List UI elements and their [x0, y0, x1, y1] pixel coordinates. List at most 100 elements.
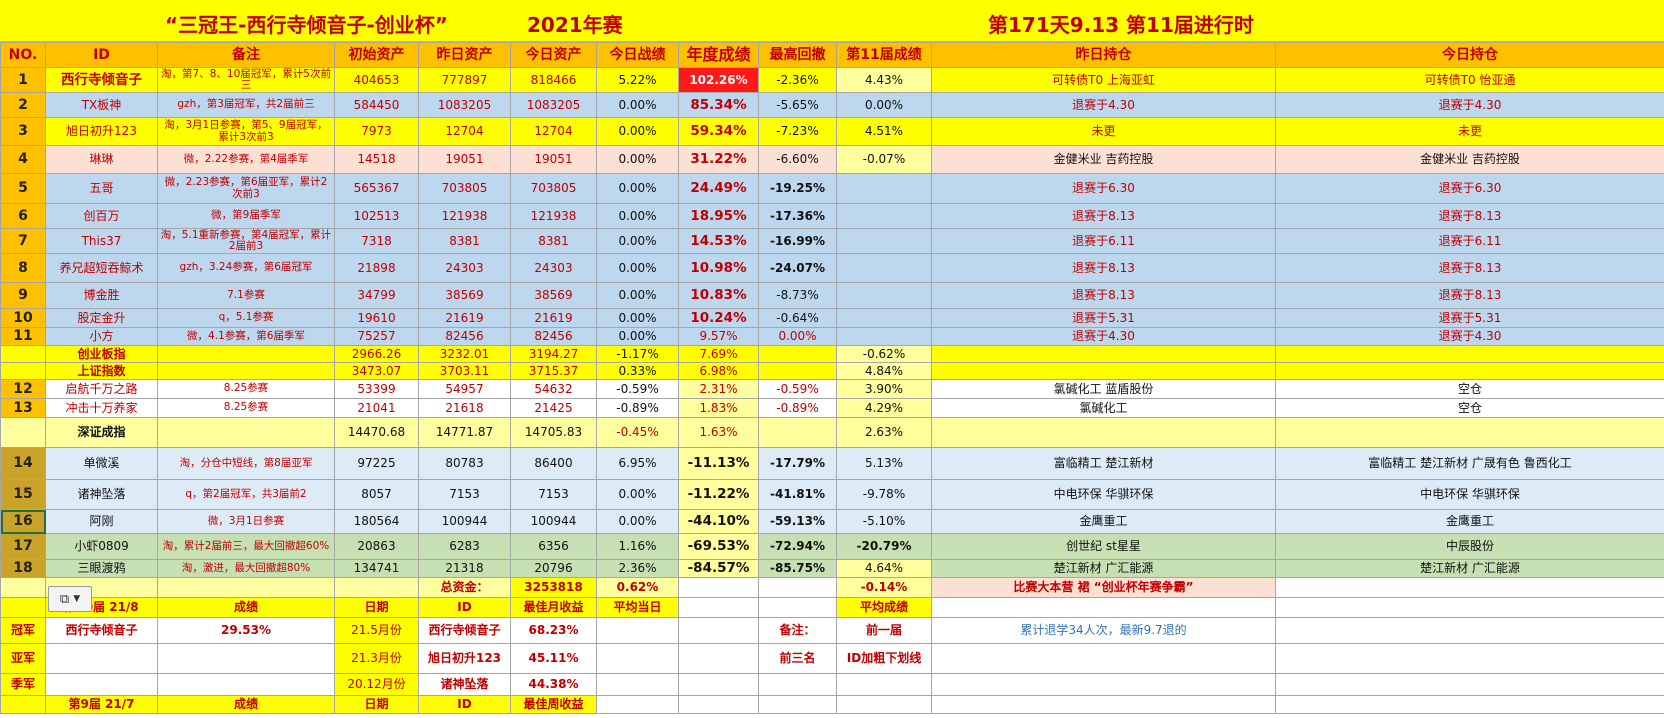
- today-holding[interactable]: 富临精工 楚江新材 广晟有色 鲁西化工: [1275, 447, 1664, 480]
- cell[interactable]: [1275, 577, 1664, 598]
- player-id[interactable]: 小方: [45, 327, 158, 346]
- year-result[interactable]: 9.57%: [678, 327, 759, 346]
- yesterday-assets[interactable]: 121938: [418, 203, 511, 229]
- avg-s11[interactable]: -0.14%: [836, 577, 932, 598]
- year-result[interactable]: 59.34%: [678, 117, 759, 146]
- player-id[interactable]: 三眼渡鸦: [45, 559, 158, 578]
- cell[interactable]: [678, 695, 759, 714]
- season11-result[interactable]: [836, 228, 932, 254]
- yesterday-assets[interactable]: 21618: [418, 398, 511, 418]
- note[interactable]: 7.1参赛: [157, 282, 335, 309]
- cell[interactable]: [678, 577, 759, 598]
- player-id[interactable]: 深证成指: [45, 417, 158, 448]
- cell[interactable]: [678, 617, 759, 644]
- yesterday-holding[interactable]: 退赛于4.30: [931, 92, 1276, 118]
- cell[interactable]: [0, 597, 46, 618]
- note[interactable]: 微，2.23参赛，第6届亚军，累计2次前3: [157, 173, 335, 204]
- rank-number[interactable]: 10: [0, 308, 46, 328]
- note[interactable]: [157, 345, 335, 363]
- today-holding[interactable]: 退赛于6.11: [1275, 228, 1664, 254]
- yesterday-assets[interactable]: 21318: [418, 559, 511, 578]
- cell[interactable]: [758, 695, 837, 714]
- podium-note-value[interactable]: 前一届: [836, 617, 932, 644]
- season11-result[interactable]: -5.10%: [836, 509, 932, 534]
- col-header-initial[interactable]: 初始资产: [334, 42, 419, 68]
- player-id[interactable]: 博金胜: [45, 282, 158, 309]
- col-header-today-holding[interactable]: 今日持仓: [1275, 42, 1664, 68]
- initial-assets[interactable]: 34799: [334, 282, 419, 309]
- year-result[interactable]: -11.22%: [678, 479, 759, 510]
- today-assets[interactable]: 3715.37: [510, 362, 597, 380]
- note[interactable]: 微，第9届季军: [157, 203, 335, 229]
- today-holding[interactable]: 空仓: [1275, 379, 1664, 399]
- rank-number[interactable]: 8: [0, 253, 46, 283]
- max-drawdown[interactable]: -0.59%: [758, 379, 837, 399]
- max-drawdown[interactable]: -2.36%: [758, 67, 837, 93]
- yesterday-holding[interactable]: 退赛于8.13: [931, 253, 1276, 283]
- total-label[interactable]: 总资金：: [418, 577, 511, 598]
- initial-assets[interactable]: 20863: [334, 533, 419, 560]
- yesterday-assets[interactable]: 24303: [418, 253, 511, 283]
- rank-number[interactable]: 11: [0, 327, 46, 346]
- year-result[interactable]: 1.63%: [678, 417, 759, 448]
- cell[interactable]: [596, 673, 679, 696]
- max-drawdown[interactable]: -41.81%: [758, 479, 837, 510]
- yesterday-holding[interactable]: [931, 362, 1276, 380]
- note[interactable]: 淘，累计2届前三，最大回撤超60%: [157, 533, 335, 560]
- podium-id[interactable]: 诸神坠落: [418, 673, 511, 696]
- season11-result[interactable]: [836, 253, 932, 283]
- col-header-no[interactable]: NO.: [0, 42, 46, 68]
- col-header-s11[interactable]: 第11届成绩: [836, 42, 932, 68]
- rank-number[interactable]: 1: [0, 67, 46, 93]
- player-id[interactable]: 诸神坠落: [45, 479, 158, 510]
- day-result[interactable]: 0.00%: [596, 253, 679, 283]
- note[interactable]: gzh，第3届冠军，共2届前三: [157, 92, 335, 118]
- season11-result[interactable]: 4.64%: [836, 559, 932, 578]
- initial-assets[interactable]: 19610: [334, 308, 419, 328]
- day-result[interactable]: 0.00%: [596, 145, 679, 174]
- year-result[interactable]: -84.57%: [678, 559, 759, 578]
- season11-result[interactable]: -0.07%: [836, 145, 932, 174]
- max-drawdown[interactable]: 0.00%: [758, 327, 837, 346]
- player-id[interactable]: TX板神: [45, 92, 158, 118]
- day-result[interactable]: 1.16%: [596, 533, 679, 560]
- podium-best[interactable]: 68.23%: [510, 617, 597, 644]
- initial-assets[interactable]: 180564: [334, 509, 419, 534]
- rank-number[interactable]: 16: [0, 509, 46, 534]
- cell[interactable]: [1275, 617, 1664, 644]
- cell[interactable]: [334, 577, 419, 598]
- today-assets[interactable]: 20796: [510, 559, 597, 578]
- season9-best-header[interactable]: 最佳周收益: [510, 695, 597, 714]
- max-drawdown[interactable]: -85.75%: [758, 559, 837, 578]
- note[interactable]: 8.25参赛: [157, 379, 335, 399]
- yesterday-assets[interactable]: 1083205: [418, 92, 511, 118]
- initial-assets[interactable]: 3473.07: [334, 362, 419, 380]
- initial-assets[interactable]: 565367: [334, 173, 419, 204]
- max-drawdown[interactable]: -7.23%: [758, 117, 837, 146]
- year-result[interactable]: 24.49%: [678, 173, 759, 204]
- cell[interactable]: [596, 617, 679, 644]
- year-result[interactable]: 102.26%: [678, 67, 759, 93]
- season9-date-header[interactable]: 日期: [334, 695, 419, 714]
- yesterday-assets[interactable]: 3703.11: [418, 362, 511, 380]
- podium-remark[interactable]: [931, 673, 1276, 696]
- day-result[interactable]: 0.00%: [596, 117, 679, 146]
- yesterday-holding[interactable]: 未更: [931, 117, 1276, 146]
- yesterday-holding[interactable]: 金鹰重工: [931, 509, 1276, 534]
- podium-id[interactable]: 西行寺倾音子: [418, 617, 511, 644]
- day-result[interactable]: 0.00%: [596, 509, 679, 534]
- podium-name[interactable]: [45, 673, 158, 696]
- initial-assets[interactable]: 404653: [334, 67, 419, 93]
- today-assets[interactable]: 14705.83: [510, 417, 597, 448]
- rank-number[interactable]: 3: [0, 117, 46, 146]
- yesterday-holding[interactable]: 退赛于6.11: [931, 228, 1276, 254]
- initial-assets[interactable]: 75257: [334, 327, 419, 346]
- season11-result[interactable]: 4.29%: [836, 398, 932, 418]
- player-id[interactable]: 旭日初升123: [45, 117, 158, 146]
- today-holding[interactable]: 退赛于5.31: [1275, 308, 1664, 328]
- rank-number[interactable]: 18: [0, 559, 46, 578]
- year-result[interactable]: -69.53%: [678, 533, 759, 560]
- today-holding[interactable]: 楚江新材 广汇能源: [1275, 559, 1664, 578]
- podium-best[interactable]: 44.38%: [510, 673, 597, 696]
- season11-result[interactable]: 4.43%: [836, 67, 932, 93]
